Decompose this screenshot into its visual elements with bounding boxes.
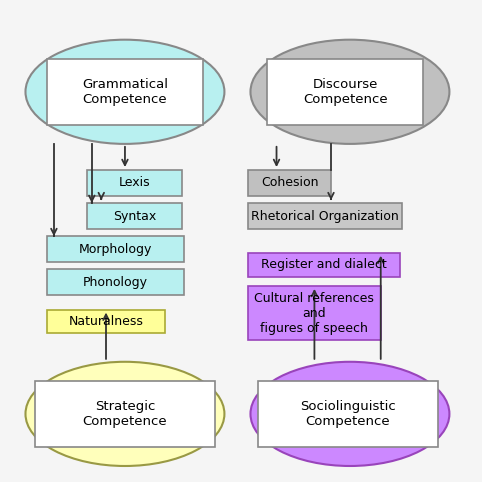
Text: Syntax: Syntax <box>113 210 156 223</box>
FancyBboxPatch shape <box>47 236 184 262</box>
FancyBboxPatch shape <box>257 381 438 447</box>
FancyBboxPatch shape <box>267 59 423 125</box>
FancyBboxPatch shape <box>35 381 215 447</box>
FancyBboxPatch shape <box>248 170 331 196</box>
Text: Discourse
Competence: Discourse Competence <box>303 78 388 106</box>
FancyBboxPatch shape <box>47 309 165 334</box>
FancyBboxPatch shape <box>47 269 184 295</box>
Text: Morphology: Morphology <box>79 243 152 256</box>
FancyBboxPatch shape <box>248 286 381 340</box>
Text: Naturalness: Naturalness <box>68 315 144 328</box>
Text: Cultural references
and
figures of speech: Cultural references and figures of speec… <box>254 292 375 335</box>
FancyBboxPatch shape <box>248 203 402 229</box>
Ellipse shape <box>251 362 449 466</box>
FancyBboxPatch shape <box>47 59 203 125</box>
Text: Sociolinguistic
Competence: Sociolinguistic Competence <box>300 400 395 428</box>
Text: Grammatical
Competence: Grammatical Competence <box>82 78 168 106</box>
Ellipse shape <box>251 40 449 144</box>
Text: Rhetorical Organization: Rhetorical Organization <box>251 210 399 223</box>
Text: Cohesion: Cohesion <box>261 176 318 189</box>
FancyBboxPatch shape <box>87 170 182 196</box>
Ellipse shape <box>26 40 225 144</box>
Text: Register and dialect: Register and dialect <box>261 258 387 271</box>
Ellipse shape <box>26 362 225 466</box>
Text: Phonology: Phonology <box>83 276 148 289</box>
Text: Strategic
Competence: Strategic Competence <box>82 400 167 428</box>
FancyBboxPatch shape <box>87 203 182 229</box>
FancyBboxPatch shape <box>248 253 400 277</box>
Text: Lexis: Lexis <box>119 176 150 189</box>
